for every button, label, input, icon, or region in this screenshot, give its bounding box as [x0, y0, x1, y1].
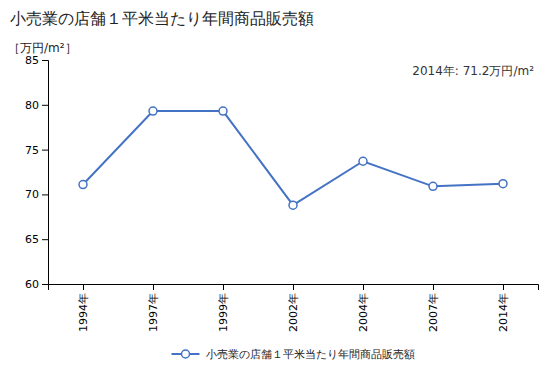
point: [499, 180, 507, 188]
y-axis: 60 65 70 75 80 85: [25, 54, 49, 291]
point: [79, 181, 87, 189]
tick-label: 70: [25, 188, 39, 201]
tick-mark: [42, 150, 48, 151]
tick-label: 65: [25, 233, 39, 246]
tick-label: 80: [25, 99, 39, 112]
tick: 1994年: [77, 284, 90, 332]
tick: 65: [25, 233, 48, 246]
tick-label: 2002年: [287, 293, 300, 332]
axis-title: ［万円/m²］: [8, 41, 77, 55]
tick: 1997年: [147, 284, 160, 332]
legend: 小売業の店舗１平米当たり年間商品販売額: [172, 348, 415, 361]
legend-marker: [182, 350, 190, 358]
tick: 2004年: [357, 284, 370, 332]
point: [149, 107, 157, 115]
tick-mark: [42, 105, 48, 106]
tick-label: 2004年: [357, 293, 370, 332]
tick-mark: [42, 60, 48, 61]
tick-label: 1997年: [147, 293, 160, 332]
axis-line: [49, 285, 539, 291]
tick: 85: [25, 54, 48, 67]
tick-mark: [293, 284, 294, 290]
tick-mark: [42, 194, 48, 195]
tick: 70: [25, 188, 48, 201]
legend-label: 小売業の店舗１平米当たり年間商品販売額: [206, 348, 415, 361]
tick-mark: [83, 284, 84, 290]
tick-mark: [223, 284, 224, 290]
tick: 80: [25, 99, 48, 112]
tick-label: 2007年: [427, 293, 440, 332]
tick-label: 75: [25, 144, 39, 157]
tick-mark: [503, 284, 504, 290]
point: [219, 107, 227, 115]
tick: 2007年: [427, 284, 440, 332]
point: [429, 182, 437, 190]
annotation: 2014年: 71.2万円/m²: [412, 64, 534, 78]
title: 小売業の店舗１平米当たり年間商品販売額: [10, 9, 314, 28]
axis-line: [42, 61, 49, 285]
line: [83, 111, 503, 205]
legend-item: 小売業の店舗１平米当たり年間商品販売額: [172, 348, 415, 361]
tick-mark: [42, 284, 48, 285]
tick-label: 1999年: [217, 293, 230, 332]
tick: 75: [25, 144, 48, 157]
tick-label: 85: [25, 54, 39, 67]
tick-mark: [433, 284, 434, 290]
point: [289, 201, 297, 209]
tick-mark: [363, 284, 364, 290]
plot: 60 65 70 75 80 85 1994年 1997年 1999年 2002年 2004年 200…: [25, 54, 539, 332]
tick: 2014年: [497, 284, 510, 332]
tick-mark: [42, 239, 48, 240]
x-axis: 1994年 1997年 1999年 2002年 2004年 2007年 2014年: [49, 284, 539, 332]
chart: 小売業の店舗１平米当たり年間商品販売額 60 65 70 75 80 85 1994年 1997…: [0, 0, 560, 366]
tick: 60: [25, 278, 48, 291]
marks: [79, 107, 507, 209]
tick-label: 2014年: [497, 293, 510, 332]
tick: 2002年: [287, 284, 300, 332]
tick-label: 60: [25, 278, 39, 291]
tick-mark: [153, 284, 154, 290]
tick: 1999年: [217, 284, 230, 332]
tick-label: 1994年: [77, 293, 90, 332]
point: [359, 157, 367, 165]
